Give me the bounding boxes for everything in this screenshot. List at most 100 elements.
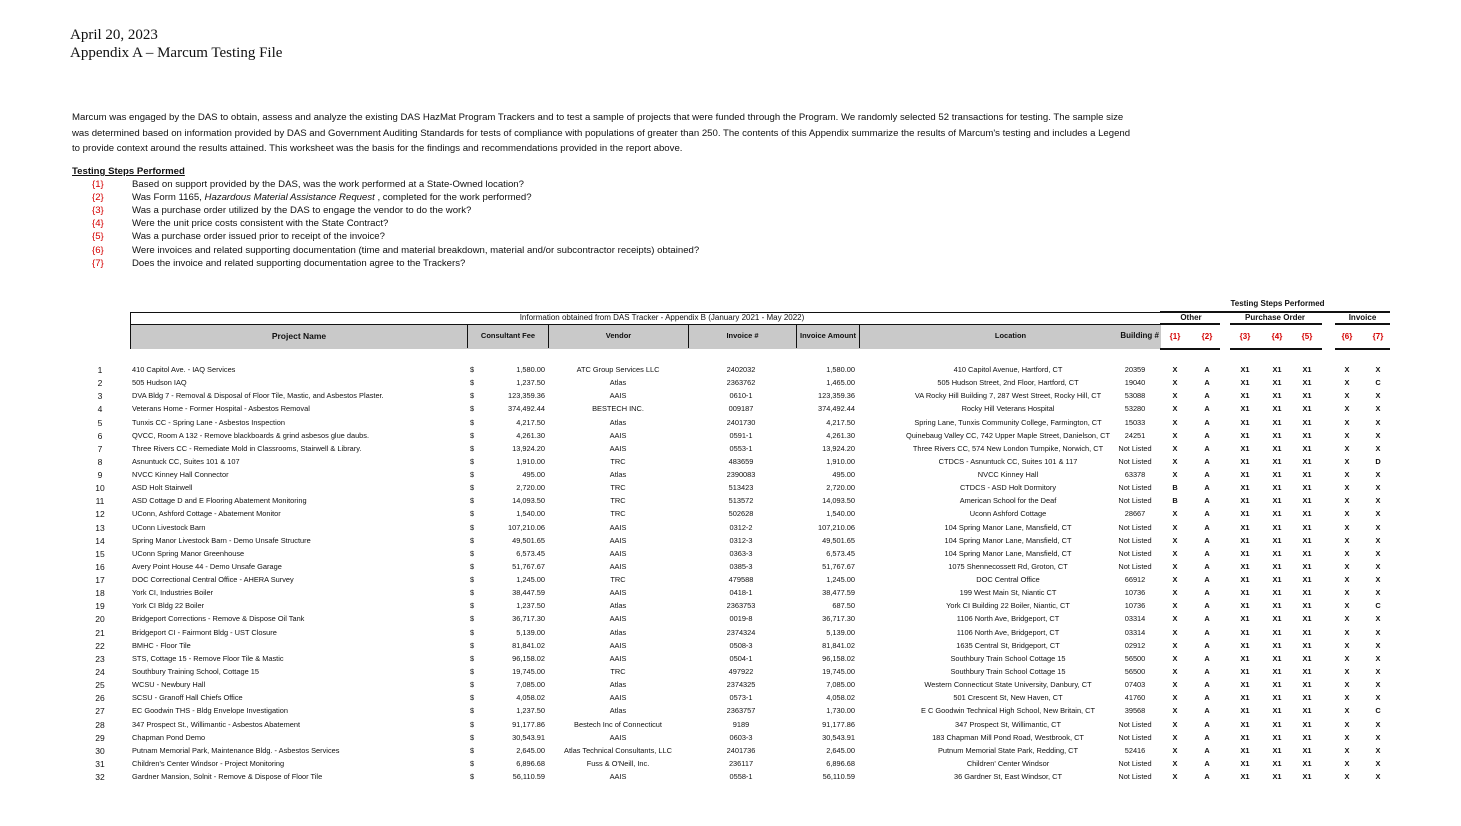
step-result: X1 [1302,588,1312,598]
vendor: BESTECH INC. [592,404,644,414]
step-result: X1 [1240,614,1250,624]
row-number: 28 [95,719,105,730]
invoice-amount: 81,841.02 [822,640,855,650]
currency-symbol: $ [470,417,475,427]
project-name: Gardner Mansion, Solnit - Remove & Dispo… [132,772,323,782]
step-col-header: {6} [1341,332,1353,341]
building-number: 07403 [1124,680,1146,690]
location: 1635 Central St, Bridgeport, CT [956,640,1060,650]
vendor: AAIS [609,614,627,624]
row-number: 4 [97,404,103,415]
invoice-number: 0553-1 [729,443,753,453]
currency-symbol: $ [470,456,475,466]
step-result: X1 [1272,391,1282,401]
currency-symbol: $ [470,758,475,768]
step-col-header: {5} [1301,332,1313,341]
building-number: 39568 [1124,706,1146,716]
building-number: 02912 [1124,640,1146,650]
step-result: B [1172,496,1178,506]
step-result: A [1204,535,1210,545]
invoice-amount: 7,085.00 [826,680,855,690]
vendor: AAIS [609,548,627,558]
step-result: X [1172,706,1178,716]
project-name: BMHC - Floor Tile [132,640,191,650]
currency-symbol: $ [470,614,475,624]
step-result: X1 [1302,627,1312,637]
step-result: A [1204,732,1210,742]
consultant-fee: 1,237.50 [516,378,545,388]
step-result: X1 [1302,706,1312,716]
building-number: Not Listed [1118,456,1152,466]
building-number: Not Listed [1118,732,1152,742]
currency-symbol: $ [470,561,475,571]
step-result: X1 [1240,745,1250,755]
step-result: X [1172,719,1178,729]
invoice-number: 513423 [728,483,754,493]
step-result: A [1204,365,1210,374]
table-row: 22 BMHC - Floor Tile $81,841.02 AAIS 0508-3 8… [0,641,1461,653]
invoice-number: 0312-3 [729,535,753,545]
step-result: X [1375,496,1381,506]
building-number: Not Listed [1118,483,1152,493]
table-row: 16 Avery Point House 44 - Demo Unsafe Gar… [0,562,1461,574]
step-result: X1 [1240,391,1250,401]
vendor: Atlas [609,706,627,716]
vendor: AAIS [609,535,627,545]
table-row: 3 DVA Bldg 7 - Removal & Disposal of Floo… [0,391,1461,403]
location: DOC Central Office [976,575,1040,585]
building-number: 24251 [1124,430,1146,440]
step-result: X [1344,601,1350,611]
step-result: X1 [1272,693,1282,703]
vendor: Atlas Technical Consultants, LLC [564,745,672,755]
step-result: X1 [1272,732,1282,742]
step-result: X1 [1272,443,1282,453]
project-name: Spring Manor Livestock Barn - Demo Unsaf… [132,535,311,545]
invoice-amount: 1,465.00 [826,378,855,388]
building-number: 03314 [1124,614,1146,624]
step-text: Were the unit price costs consistent wit… [132,218,389,230]
step-result: X1 [1272,548,1282,558]
step-result: X [1172,758,1178,768]
vendor: TRC [610,496,626,506]
consultant-fee: 1,245.00 [516,575,545,585]
consultant-fee: 107,210.06 [508,522,545,532]
table-row: 4 Veterans Home - Former Hospital - Asbes… [0,404,1461,416]
col-invoice-amount: Invoice Amount [796,324,859,348]
step-result: X1 [1240,365,1250,374]
step-result: X [1344,470,1350,480]
currency-symbol: $ [470,666,475,676]
invoice-number: 0610-1 [729,391,753,401]
step-result: X1 [1302,509,1312,519]
consultant-fee: 4,261.30 [516,430,545,440]
project-name: SCSU - Granoff Hall Chiefs Office [132,693,243,703]
location: 104 Spring Manor Lane, Mansfield, CT [944,548,1072,558]
invoice-amount: 1,245.00 [826,575,855,585]
step-result: X [1172,378,1178,388]
step-result: X1 [1240,601,1250,611]
row-number: 14 [95,535,105,546]
consultant-fee: 2,720.00 [516,483,545,493]
currency-symbol: $ [470,693,475,703]
step-result: C [1375,378,1381,388]
vendor: AAIS [609,732,627,742]
step-result: X [1375,470,1381,480]
step-result: X1 [1272,378,1282,388]
location: CTDCS - Asnuntuck CC, Suites 101 & 117 [938,456,1078,466]
invoice-number: 0573-1 [729,693,753,703]
step-result: X [1375,693,1381,703]
consultant-fee: 51,767.67 [512,561,545,571]
vendor: AAIS [609,772,627,782]
step-text: Was Form 1165, Hazardous Material Assist… [132,192,532,203]
vendor: Atlas [609,470,627,480]
location: 1106 North Ave, Bridgeport, CT [956,627,1060,637]
step-result: X [1344,496,1350,506]
step-result: X [1375,404,1381,414]
invoice-amount: 36,717.30 [822,614,855,624]
step-result: X1 [1272,535,1282,545]
info-caption: Information obtained from DAS Tracker - … [519,313,805,322]
currency-symbol: $ [470,575,475,585]
invoice-number: 9189 [732,719,750,729]
consultant-fee: 1,237.50 [516,601,545,611]
step-result: X [1172,365,1178,374]
project-name: York CI Bldg 22 Boiler [132,601,205,611]
